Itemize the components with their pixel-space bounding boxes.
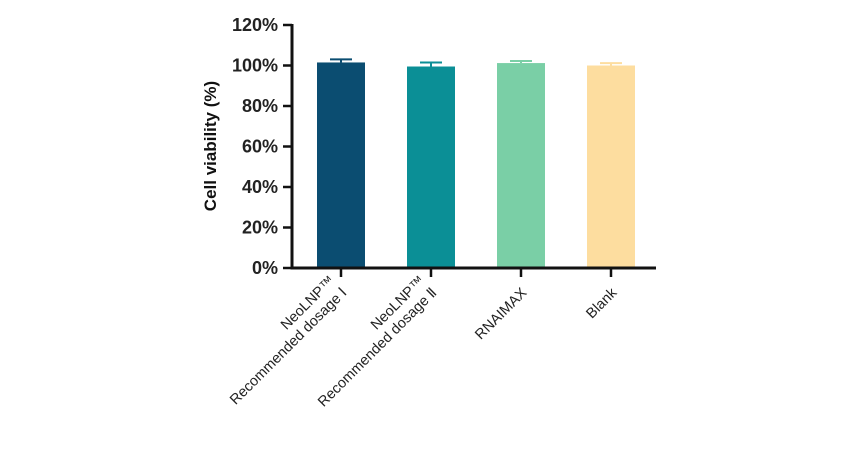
bar [407, 66, 455, 268]
x-tick-label-line: Blank [583, 285, 620, 322]
bar [497, 63, 545, 268]
y-tick-label: 40% [242, 177, 278, 197]
y-axis-title: Cell viability (%) [201, 81, 220, 211]
y-tick-label: 100% [232, 56, 278, 76]
y-tick-label: 0% [252, 258, 278, 278]
y-tick-label: 80% [242, 96, 278, 116]
bars [317, 58, 635, 269]
y-tick-label: 20% [242, 218, 278, 238]
y-axis: 0% 20% 40% 60% 80% 100% 120% [232, 15, 294, 278]
bar [317, 62, 365, 269]
x-tick-label: RNAIMAX [472, 285, 530, 343]
bar [587, 65, 635, 268]
y-tick-label: 60% [242, 137, 278, 157]
x-tick-label-line: RNAIMAX [472, 285, 530, 343]
x-tick-label: Blank [583, 285, 620, 322]
y-tick-label: 120% [232, 15, 278, 35]
